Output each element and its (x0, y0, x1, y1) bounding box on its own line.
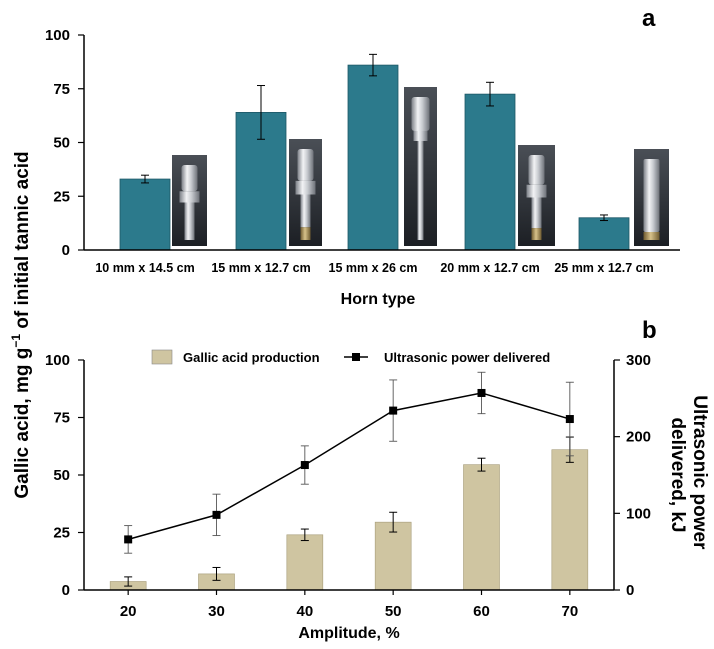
legend-label-gallic: Gallic acid production (183, 350, 320, 365)
panel-a-y-tick-label: 0 (62, 242, 70, 259)
panel-b-power-point (565, 415, 574, 424)
panel-b-x-axis-label: Amplitude, % (298, 625, 399, 642)
panel-b-power-point (389, 406, 398, 415)
horn-photo (518, 145, 555, 246)
panel-b-x-tick-label: 50 (385, 603, 402, 620)
legend-label-power: Ultrasonic power delivered (384, 350, 550, 365)
panel-b-power-point (124, 535, 133, 544)
y-axis-label-shared: Gallic acid, mg g−1 of initial tannic ac… (9, 151, 33, 498)
panel-b-x-tick-label: 40 (296, 603, 313, 620)
panel-b-bar (286, 534, 324, 591)
panel-b-y-tick-label-left: 25 (53, 525, 70, 542)
panel-b-y-tick-label-right: 300 (626, 352, 651, 369)
panel-b-y-tick-label-right: 0 (626, 582, 634, 599)
panel-b-power-point (477, 388, 486, 397)
panel-b-power-point (212, 510, 221, 519)
panel-b-bar (551, 449, 589, 591)
panel-b-x-tick-label: 70 (561, 603, 578, 620)
panel-a-x-tick-label: 15 mm x 12.7 cm (211, 261, 310, 275)
panel-a-x-tick-label: 20 mm x 12.7 cm (440, 261, 539, 275)
panel-b-power-line (127, 392, 571, 541)
panel-a-x-axis-label: Horn type (341, 291, 416, 308)
panel-b-y-tick-label-left: 50 (53, 467, 70, 484)
panel-b-y-tick-label-right: 100 (626, 505, 651, 522)
horn-photo (404, 87, 437, 246)
panel-a-bar (347, 64, 399, 251)
horn-photo (172, 155, 207, 246)
panel-a: a 0 25 50 75 100 10 mm x 14.5 cm 15 mm x 12.7… (45, 5, 680, 308)
panel-a-y-tick-label: 25 (53, 188, 70, 205)
legend: Gallic acid production Ultrasonic power … (151, 349, 550, 365)
panel-b-y-tick-label-left: 75 (53, 410, 70, 427)
panel-a-y-tick-label: 50 (53, 135, 70, 152)
panel-a-y-tick-label: 100 (45, 27, 70, 44)
panel-a-bar (578, 217, 630, 251)
panel-b-label: b (642, 317, 657, 344)
panel-b-bar (463, 464, 500, 591)
panel-b-x-tick-label: 20 (120, 603, 137, 620)
horn-photo (634, 149, 669, 246)
panel-b-right-axis-label: Ultrasonic power delivered, kJ (667, 395, 710, 554)
panel-b: b Gallic acid production Ultrasonic powe… (45, 317, 710, 642)
panel-a-x-tick-label: 15 mm x 26 cm (329, 261, 418, 275)
panel-a-x-tick-label: 25 mm x 12.7 cm (554, 261, 653, 275)
panel-b-x-tick-label: 60 (473, 603, 490, 620)
horn-photo (289, 139, 322, 246)
panel-a-bar (464, 93, 516, 251)
panel-b-x-tick-label: 30 (208, 603, 225, 620)
panel-a-label: a (642, 5, 656, 32)
panel-a-bar (119, 178, 171, 251)
panel-b-y-tick-label-left: 100 (45, 352, 70, 369)
legend-marker-power (352, 353, 360, 361)
panel-b-y-tick-label-right: 200 (626, 429, 651, 446)
panel-b-y-tick-label-left: 0 (62, 582, 70, 599)
panel-b-power-point (300, 461, 309, 470)
panel-a-y-tick-label: 75 (53, 81, 70, 98)
legend-swatch-gallic (151, 349, 173, 365)
panel-a-x-tick-label: 10 mm x 14.5 cm (95, 261, 194, 275)
